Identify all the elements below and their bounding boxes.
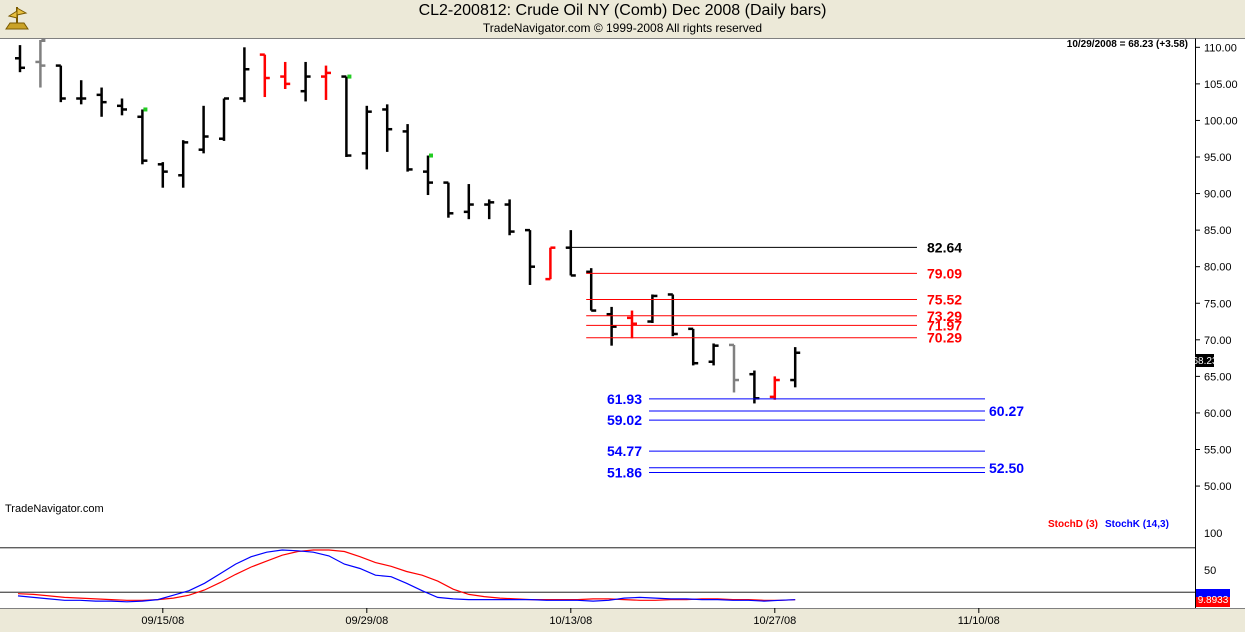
ohlc-bar <box>402 124 413 172</box>
ohlc-bar <box>137 107 148 165</box>
level-label: 82.64 <box>927 239 962 255</box>
bar-marker-dot <box>143 107 148 112</box>
bar-marker-dot <box>429 153 433 158</box>
ohlc-bar <box>525 228 535 285</box>
price-axis-label: 60.00 <box>1204 408 1232 420</box>
date-axis-label: 10/27/08 <box>753 615 796 627</box>
axis-ticks: 110.00 105.00 100.00 95.00 90.00 85.00 80.00 75… <box>141 42 1237 627</box>
stochastic-lines: 100 50 <box>0 528 1222 603</box>
stoch-value-label: 9.8933 <box>1198 595 1229 606</box>
price-axis-label: 90.00 <box>1204 189 1232 201</box>
watermark: TradeNavigator.com <box>5 503 104 515</box>
level-label: 70.29 <box>927 330 962 346</box>
price-axis-label: 85.00 <box>1204 225 1232 237</box>
ohlc-bar <box>463 184 474 220</box>
level-label: 59.02 <box>607 412 642 428</box>
trade-navigator-logo-icon <box>5 7 29 30</box>
ohlc-bar <box>157 162 168 188</box>
price-axis-label: 75.00 <box>1204 298 1232 310</box>
date-axis-label: 09/15/08 <box>141 615 184 627</box>
bar-marker-dot <box>41 38 46 42</box>
chart-title: CL2-200812: Crude Oil NY (Comb) Dec 2008… <box>418 2 827 19</box>
price-axis-label: 95.00 <box>1204 152 1232 164</box>
last-price-label: 68.23 <box>1192 356 1217 367</box>
ohlc-bar <box>647 294 658 323</box>
ohlc-bar <box>423 153 433 196</box>
price-axis-label: 55.00 <box>1204 445 1232 457</box>
ohlc-bar <box>35 38 46 88</box>
ohlc-bar <box>790 347 801 388</box>
price-axis-label: 80.00 <box>1204 262 1232 274</box>
title-bar: CL2-200812: Crude Oil NY (Comb) Dec 2008… <box>0 0 1245 38</box>
ohlc-bar <box>219 97 229 141</box>
price-chart-panel[interactable] <box>0 38 1195 517</box>
stochastic-panel[interactable] <box>0 516 1195 608</box>
ohlc-bar <box>504 199 515 236</box>
level-label: 54.77 <box>607 443 642 459</box>
level-label: 61.93 <box>607 391 642 407</box>
stoch-k-legend: StochK (14,3) <box>1105 519 1169 530</box>
price-axis[interactable] <box>1195 38 1245 516</box>
stoch-axis-label: 50 <box>1204 565 1216 577</box>
ohlc-bar <box>76 80 87 105</box>
copyright-notice: TradeNavigator.com © 1999-2008 All right… <box>482 21 763 35</box>
price-axis-label: 65.00 <box>1204 371 1232 383</box>
ohlc-bar <box>606 306 617 346</box>
ohlc-bar <box>55 64 66 103</box>
price-readout: 10/29/2008 = 68.23 (+3.58) <box>1067 39 1188 50</box>
stoch-k-line <box>17 549 796 603</box>
ohlc-bar <box>239 47 250 103</box>
ohlc-bar <box>443 181 454 218</box>
ohlc-bar <box>586 268 597 312</box>
stoch-d-line <box>17 549 796 601</box>
price-axis-label: 100.00 <box>1204 115 1238 127</box>
stoch-axis-label: 100 <box>1204 528 1222 540</box>
date-axis-label: 09/29/08 <box>345 615 388 627</box>
ohlc-bar <box>729 343 739 393</box>
ohlc-bar <box>178 140 189 188</box>
date-axis-label: 10/13/08 <box>549 615 592 627</box>
level-label: 60.27 <box>989 403 1024 419</box>
level-label: 51.86 <box>607 464 642 480</box>
ohlc-bar <box>688 327 699 366</box>
level-label: 75.52 <box>927 291 962 307</box>
level-label: 71.97 <box>927 317 962 333</box>
price-axis-label: 110.00 <box>1204 42 1237 54</box>
ohlc-bar <box>382 104 393 152</box>
ohlc-bar <box>198 105 209 154</box>
stoch-value-marker-k <box>1196 589 1230 597</box>
level-label: 73.29 <box>927 308 962 324</box>
ohlc-bar <box>545 246 556 281</box>
price-axis-label: 70.00 <box>1204 335 1232 347</box>
date-axis[interactable] <box>0 608 1245 632</box>
ohlc-bar <box>749 370 760 404</box>
last-price-marker <box>1196 354 1214 367</box>
ohlc-bar <box>341 74 352 157</box>
ohlc-bar <box>96 87 107 117</box>
ohlc-bar <box>15 45 25 73</box>
level-label: 79.09 <box>927 265 962 281</box>
date-axis-label: 11/10/08 <box>958 615 1000 627</box>
ohlc-bar <box>321 65 331 100</box>
ohlc-bar <box>361 105 372 170</box>
price-axis-label: 50.00 <box>1204 481 1232 493</box>
ohlc-bar <box>627 310 637 339</box>
ohlc-bar <box>484 199 495 220</box>
ohlc-bar <box>708 343 719 366</box>
price-axis-label: 105.00 <box>1204 79 1238 91</box>
ohlc-bars <box>15 38 801 404</box>
ohlc-bar <box>769 376 780 400</box>
ohlc-bar <box>565 230 576 277</box>
ohlc-bar <box>300 61 311 102</box>
ohlc-bar <box>259 53 270 98</box>
stoch-d-legend: StochD (3) <box>1048 519 1098 530</box>
ohlc-bar <box>280 61 291 89</box>
level-label: 52.50 <box>989 460 1024 476</box>
bar-marker-dot <box>347 74 352 79</box>
ohlc-bar <box>117 98 127 116</box>
